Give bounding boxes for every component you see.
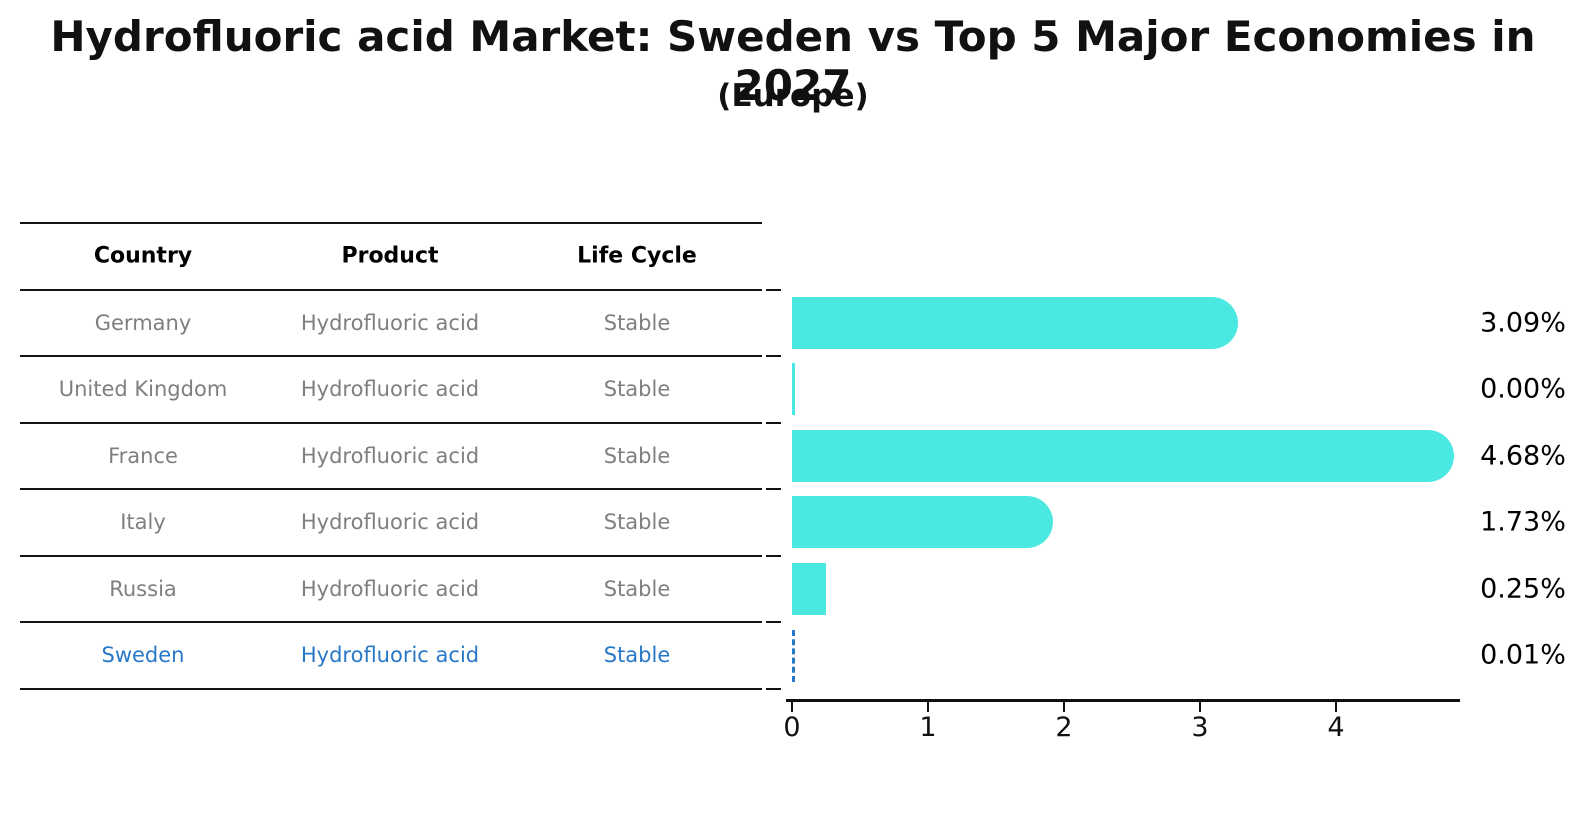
cell-country: Italy bbox=[120, 510, 166, 534]
cell-life-cycle: Stable bbox=[603, 577, 671, 601]
table-rule bbox=[20, 688, 762, 690]
y-axis-tick bbox=[766, 488, 781, 490]
cell-country: Russia bbox=[109, 577, 177, 601]
cell-country: France bbox=[108, 444, 178, 468]
table-rule bbox=[20, 222, 762, 224]
cell-life-cycle: Stable bbox=[603, 311, 671, 335]
value-label: 0.00% bbox=[1480, 373, 1566, 405]
table-rule bbox=[20, 488, 762, 490]
cell-country: Sweden bbox=[101, 643, 185, 667]
column-header-life-cycle: Life Cycle bbox=[577, 243, 697, 269]
y-axis-tick bbox=[766, 422, 781, 424]
y-axis-tick bbox=[766, 621, 781, 623]
cell-product: Hydrofluoric acid bbox=[300, 311, 480, 335]
bar-italy bbox=[792, 496, 1054, 548]
cell-life-cycle: Stable bbox=[603, 444, 671, 468]
cell-life-cycle: Stable bbox=[603, 510, 671, 534]
table-rule bbox=[20, 555, 762, 557]
x-axis-tick-label: 3 bbox=[1191, 712, 1209, 743]
table-rule bbox=[20, 355, 762, 357]
table-rule bbox=[20, 289, 762, 291]
y-axis-tick bbox=[766, 289, 781, 291]
y-axis-tick bbox=[766, 688, 781, 690]
bar-russia bbox=[792, 563, 826, 615]
x-axis-tick-label: 2 bbox=[1055, 712, 1073, 743]
column-header-country: Country bbox=[93, 243, 193, 269]
bar-germany bbox=[792, 297, 1239, 349]
value-label: 0.01% bbox=[1480, 639, 1566, 671]
value-label: 4.68% bbox=[1480, 440, 1566, 472]
value-label: 1.73% bbox=[1480, 506, 1566, 538]
bar-sweden bbox=[792, 630, 795, 682]
value-label: 0.25% bbox=[1480, 573, 1566, 605]
x-axis-tick-label: 4 bbox=[1327, 712, 1345, 743]
cell-country: Germany bbox=[94, 311, 192, 335]
y-axis-tick bbox=[766, 355, 781, 357]
x-axis-tick bbox=[1063, 702, 1065, 712]
x-axis-line bbox=[786, 699, 1460, 702]
x-axis-tick-label: 0 bbox=[783, 712, 801, 743]
cell-product: Hydrofluoric acid bbox=[300, 377, 480, 401]
table-rule bbox=[20, 621, 762, 623]
cell-life-cycle: Stable bbox=[603, 643, 671, 667]
x-axis-tick bbox=[927, 702, 929, 712]
column-header-product: Product bbox=[341, 243, 439, 269]
y-axis-tick bbox=[766, 555, 781, 557]
x-axis-tick bbox=[1335, 702, 1337, 712]
cell-product: Hydrofluoric acid bbox=[300, 643, 480, 667]
value-label: 3.09% bbox=[1480, 307, 1566, 339]
cell-life-cycle: Stable bbox=[603, 377, 671, 401]
cell-product: Hydrofluoric acid bbox=[300, 444, 480, 468]
cell-country: United Kingdom bbox=[58, 377, 228, 401]
chart-subtitle: (Europe) bbox=[717, 78, 869, 114]
table-rule bbox=[20, 422, 762, 424]
bar-france bbox=[792, 430, 1455, 482]
x-axis-tick-label: 1 bbox=[919, 712, 937, 743]
cell-product: Hydrofluoric acid bbox=[300, 510, 480, 534]
chart-title: Hydrofluoric acid Market: Sweden vs Top … bbox=[50, 12, 1536, 110]
x-axis-tick bbox=[1199, 702, 1201, 712]
x-axis-tick bbox=[791, 702, 793, 712]
cell-product: Hydrofluoric acid bbox=[300, 577, 480, 601]
bar-united-kingdom bbox=[792, 363, 795, 415]
